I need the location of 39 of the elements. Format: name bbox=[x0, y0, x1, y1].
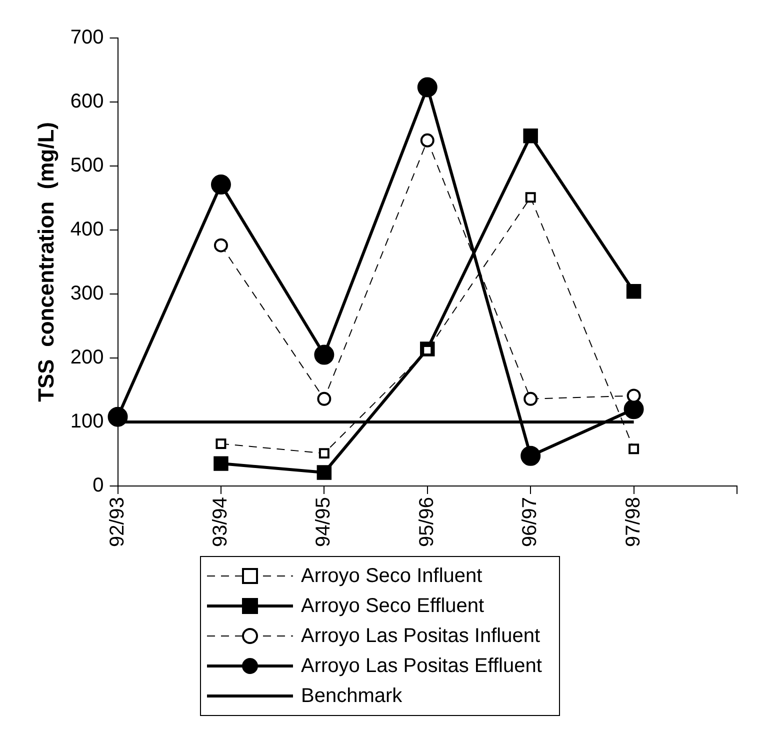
point bbox=[318, 448, 330, 459]
point bbox=[214, 456, 228, 471]
y-tick-label: 200 bbox=[70, 346, 104, 368]
x-tick-label: 97/98 bbox=[622, 496, 644, 548]
point bbox=[417, 77, 438, 98]
point bbox=[108, 406, 128, 427]
point bbox=[628, 444, 640, 454]
x-tick-label: 94/95 bbox=[312, 496, 335, 548]
point bbox=[523, 128, 538, 144]
point bbox=[210, 174, 231, 195]
point bbox=[216, 438, 226, 449]
x-tick-label: 92/93 bbox=[106, 496, 128, 548]
point bbox=[520, 446, 541, 466]
y-tick-label: 400 bbox=[70, 218, 104, 240]
y-tick-label: 100 bbox=[70, 410, 104, 432]
legend-label: Arroyo Seco Influent bbox=[301, 564, 482, 588]
y-tick-label: 600 bbox=[70, 90, 104, 113]
y-axis-title: TSS concentration (mg/L) bbox=[33, 122, 58, 402]
x-tick-label: 93/94 bbox=[209, 496, 232, 548]
point bbox=[524, 392, 538, 406]
point bbox=[525, 192, 536, 203]
legend-label: Arroyo Seco Effluent bbox=[301, 594, 484, 618]
legend-label: Arroyo Las Positas Effluent bbox=[301, 654, 542, 678]
x-tick-label: 96/97 bbox=[519, 496, 542, 548]
y-tick-label: 500 bbox=[70, 154, 104, 176]
y-tick-label: 300 bbox=[70, 282, 104, 304]
x-tick-label: 95/96 bbox=[416, 496, 438, 548]
y-tick-label: 0 bbox=[92, 474, 104, 496]
legend-label: Arroyo Las Positas Influent bbox=[301, 624, 540, 648]
point bbox=[420, 133, 434, 148]
legend-label: Benchmark bbox=[301, 684, 402, 708]
point bbox=[626, 388, 641, 403]
point bbox=[316, 465, 332, 480]
point bbox=[214, 238, 228, 252]
point bbox=[624, 399, 644, 420]
point bbox=[314, 344, 334, 365]
point bbox=[317, 392, 332, 406]
y-tick-label: 700 bbox=[70, 26, 104, 49]
point bbox=[626, 284, 642, 299]
